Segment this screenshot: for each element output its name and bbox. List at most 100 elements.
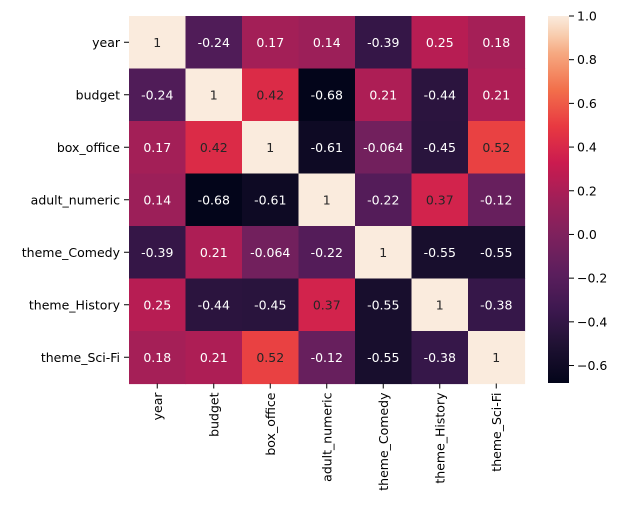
cell-value-label: 0.21 [200, 245, 228, 260]
heatmap-cell [355, 173, 413, 227]
cell-value-label: -0.55 [367, 297, 399, 312]
cell-value-label: -0.61 [311, 140, 343, 155]
x-axis-ticks: year budget box_office adult_numeric theme_C… [150, 383, 504, 491]
cell-value-label: 0.18 [482, 35, 510, 50]
cell-value-label: 0.42 [200, 140, 228, 155]
heatmap-cell [411, 226, 469, 280]
heatmap-cell [129, 278, 187, 332]
heatmap-cell [355, 121, 413, 175]
heatmap-cell [185, 278, 243, 332]
cell-value-label: 1 [492, 350, 500, 365]
cell-value-label: -0.68 [311, 87, 343, 102]
cell-value-label: -0.24 [198, 35, 230, 50]
heatmap-cell [242, 331, 300, 385]
cell-value-label: -0.55 [367, 350, 399, 365]
heatmap-cell [185, 121, 243, 175]
cell-value-label: -0.55 [424, 245, 456, 260]
heatmap-cell [298, 121, 356, 175]
y-axis-ticks: year budget box_office adult_numeric theme_C… [22, 35, 129, 365]
cell-value-label: 0.18 [143, 350, 171, 365]
colorbar-tick-label: 0.0 [577, 227, 597, 242]
colorbar-tick-label: −0.6 [577, 358, 607, 373]
cell-value-label: 0.14 [313, 35, 341, 50]
colorbar-gradient [548, 16, 569, 383]
heatmap-cell [185, 68, 243, 122]
colorbar-tick-label: 0.2 [577, 183, 597, 198]
cell-value-label: -0.39 [367, 35, 399, 50]
cell-value-label: 0.21 [482, 87, 510, 102]
heatmap-cell [355, 226, 413, 280]
heatmap-cell [242, 173, 300, 227]
x-tick-label: theme_Sci-Fi [489, 393, 504, 472]
cell-value-label: 0.25 [143, 297, 171, 312]
heatmap-cell [411, 331, 469, 385]
cell-value-label: 1 [436, 297, 444, 312]
cell-value-label: -0.12 [311, 350, 343, 365]
cell-value-label: 0.17 [143, 140, 171, 155]
cell-value-label: 0.17 [256, 35, 284, 50]
x-tick-label: adult_numeric [319, 392, 334, 481]
cell-value-label: 1 [210, 87, 218, 102]
cell-value-label: -0.68 [198, 192, 230, 207]
y-tick-label: box_office [57, 140, 120, 155]
colorbar-tick-label: −0.4 [577, 314, 607, 329]
heatmap-cell [468, 121, 526, 175]
cell-value-label: 0.37 [313, 297, 341, 312]
y-tick-label: adult_numeric [31, 192, 120, 207]
cell-value-label: 0.52 [482, 140, 510, 155]
cell-value-label: -0.064 [363, 140, 403, 155]
heatmap-cell [468, 16, 526, 70]
cell-value-label: -0.45 [424, 140, 456, 155]
heatmap-cell [355, 331, 413, 385]
y-tick-label: year [92, 35, 121, 50]
x-tick-label: box_office [263, 392, 278, 455]
heatmap-cell [411, 173, 469, 227]
y-tick-label: budget [76, 87, 120, 102]
heatmap-cell [185, 173, 243, 227]
heatmap-cell [129, 226, 187, 280]
heatmap-cell [242, 226, 300, 280]
heatmap-cell [468, 173, 526, 227]
heatmap-cell [411, 278, 469, 332]
cell-value-label: 1 [266, 140, 274, 155]
heatmap-cell [468, 331, 526, 385]
cell-value-label: 1 [379, 245, 387, 260]
y-tick-label: theme_History [29, 297, 121, 312]
heatmap-cell [298, 331, 356, 385]
heatmap-cell [298, 226, 356, 280]
colorbar-tick-label: 1.0 [577, 9, 597, 24]
cell-value-label: -0.55 [480, 245, 512, 260]
cell-value-label: -0.22 [311, 245, 343, 260]
cell-value-label: -0.24 [141, 87, 173, 102]
heatmap-cell [411, 16, 469, 70]
heatmap-cell-labels: 1 -0.24 0.17 0.14 -0.39 0.25 0.18 -0.24 1 0.42 -0.… [141, 35, 512, 365]
colorbar: 1.0 0.8 0.6 0.4 0.2 0.0 −0.2 −0.4 −0.6 [548, 9, 607, 383]
heatmap-cell [411, 68, 469, 122]
cell-value-label: 0.21 [200, 350, 228, 365]
colorbar-tick-label: 0.4 [577, 140, 597, 155]
x-tick-label: theme_Comedy [376, 392, 391, 491]
heatmap-cell [185, 16, 243, 70]
heatmap-cell [185, 331, 243, 385]
cell-value-label: 0.52 [256, 350, 284, 365]
cell-value-label: -0.22 [367, 192, 399, 207]
cell-value-label: -0.38 [480, 297, 512, 312]
cell-value-label: -0.61 [254, 192, 286, 207]
y-tick-label: theme_Sci-Fi [41, 350, 120, 365]
cell-value-label: -0.44 [198, 297, 230, 312]
heatmap-cell [468, 68, 526, 122]
heatmap-cell [129, 173, 187, 227]
heatmap-cell [298, 278, 356, 332]
x-tick-label: budget [206, 392, 221, 436]
cell-value-label: -0.44 [424, 87, 456, 102]
cell-value-label: 0.21 [369, 87, 397, 102]
heatmap-cell [129, 16, 187, 70]
colorbar-tick-label: 0.8 [577, 52, 597, 67]
heatmap-cell [242, 68, 300, 122]
heatmap-cell [355, 278, 413, 332]
cell-value-label: -0.45 [254, 297, 286, 312]
heatmap-cell [298, 68, 356, 122]
heatmap-cell [468, 226, 526, 280]
cell-value-label: 0.25 [426, 35, 454, 50]
heatmap-cell [129, 331, 187, 385]
